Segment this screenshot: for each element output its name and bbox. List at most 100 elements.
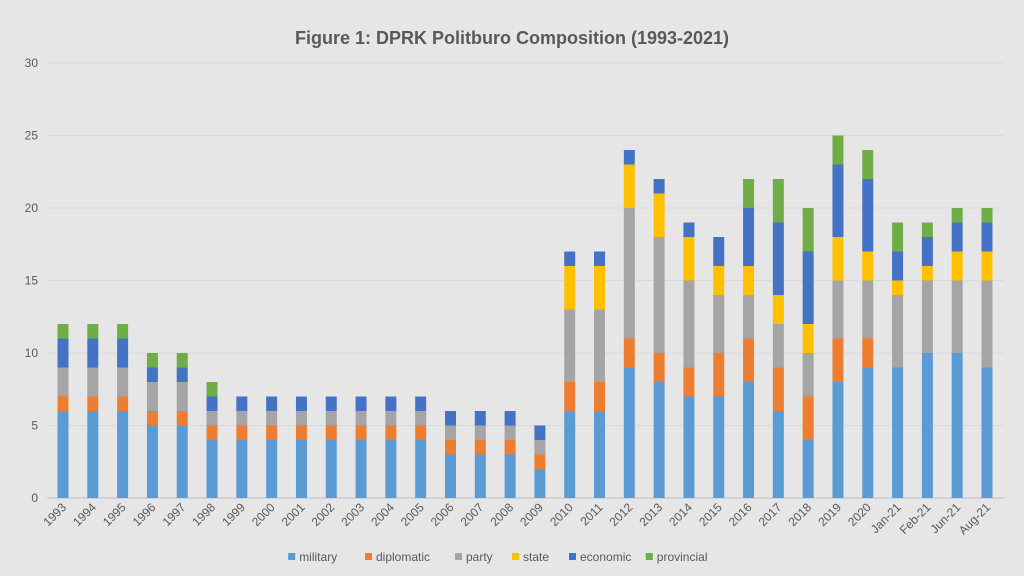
bar-segment-diplomatic [713,353,725,397]
bar-segment-party [534,440,546,455]
x-tick-label: Aug-21 [956,500,993,537]
bar-segment-diplomatic [862,338,874,368]
bar-segment-provincial [951,208,963,223]
bar-segment-party [444,425,456,440]
bar-segment-diplomatic [594,382,606,411]
bar-segment-military [355,440,367,498]
y-tick-label: 25 [25,129,39,143]
bar-segment-economic [385,396,397,411]
legend-item-economic: economic [569,550,631,564]
bar-segment-economic [594,251,606,266]
bar-segment-economic [325,396,337,411]
x-tick-label: 2016 [726,500,755,529]
bar-segment-provincial [772,179,784,223]
bar-segment-party [772,324,784,368]
bar-segment-provincial [981,208,993,223]
bar-segment-party [594,309,606,382]
bar-segment-provincial [862,150,874,179]
bar-segment-provincial [832,135,844,165]
bar-segment-economic [444,411,456,426]
bar-segment-state [594,266,606,310]
bar-segment-party [176,382,188,411]
x-tick-label: 2012 [607,500,636,529]
bar-segment-party [236,411,248,426]
bar-segment-party [653,237,665,353]
legend-swatch [645,553,653,560]
bar-segment-state [951,251,963,281]
bar-segment-party [862,280,874,339]
bar-segment-party [921,280,933,353]
x-tick-label: 2010 [547,500,576,529]
bar-segment-diplomatic [802,396,814,440]
bar-segment-party [295,411,307,426]
bar-segment-party [474,425,486,440]
y-tick-label: 10 [25,346,39,360]
bar-segment-military [951,353,963,498]
bar-segment-economic [623,150,635,165]
bar-segment-provincial [802,208,814,252]
legend-label: party [466,550,493,564]
legend-item-state: state [512,550,549,564]
bar-segment-provincial [921,222,933,237]
bar-segment-economic [415,396,427,411]
bar-segment-party [504,425,516,440]
bar-segment-economic [504,411,516,426]
bar-segment-economic [951,222,963,252]
bar-segment-military [146,425,158,498]
bar-segment-diplomatic [236,425,248,440]
bar-segment-military [683,396,695,498]
bar-segment-diplomatic [87,396,99,411]
bar-segment-provincial [57,324,69,339]
bar-segment-economic [146,367,158,382]
chart-title: Figure 1: DPRK Politburo Composition (19… [295,28,729,48]
bar-segment-economic [295,396,307,411]
bar-segment-economic [206,396,218,411]
bar-segment-military [266,440,278,498]
bar-segment-diplomatic [325,425,337,440]
bar-segment-state [892,280,904,295]
y-tick-label: 0 [31,491,38,505]
bar-segment-military [921,353,933,498]
bar-segment-diplomatic [743,338,755,382]
bar-segment-provincial [176,353,188,368]
bar-segment-diplomatic [504,440,516,455]
bar-segment-military [206,440,218,498]
bar-segment-economic [87,338,99,368]
bar-segment-state [713,266,725,295]
bar-segment-military [713,396,725,498]
bar-segment-party [713,295,725,353]
bar-segment-military [534,469,546,498]
bar-segment-party [564,309,576,382]
x-tick-label: 1993 [40,500,69,529]
bar-segment-diplomatic [444,440,456,455]
bar-segment-provincial [206,382,218,397]
bar-segment-military [444,454,456,498]
y-tick-label: 20 [25,201,39,215]
bar-segment-party [951,280,963,353]
bar-segment-military [653,382,665,498]
bar-segment-economic [802,251,814,324]
bar-segment-economic [236,396,248,411]
x-tick-label: 1998 [189,500,218,529]
y-tick-label: 30 [25,56,39,70]
bar-segment-military [504,454,516,498]
bar-segment-military [57,411,69,498]
bar-segment-economic [981,222,993,252]
bar-segment-provincial [892,222,904,252]
bar-segment-military [117,411,129,498]
legend-label: diplomatic [376,550,430,564]
x-tick-label: 2019 [815,500,844,529]
bar-segment-state [683,237,695,281]
bar-segment-state [772,295,784,324]
bar-segment-provincial [743,179,755,208]
bar-segment-economic [683,222,695,237]
legend-item-diplomatic: diplomatic [365,550,430,564]
bar-segment-party [981,280,993,368]
bar-segment-economic [892,251,904,281]
bar-segment-military [892,367,904,498]
bar-segment-economic [534,425,546,440]
bar-segment-provincial [146,353,158,368]
bar-segment-diplomatic [564,382,576,411]
bar-segment-diplomatic [832,338,844,382]
